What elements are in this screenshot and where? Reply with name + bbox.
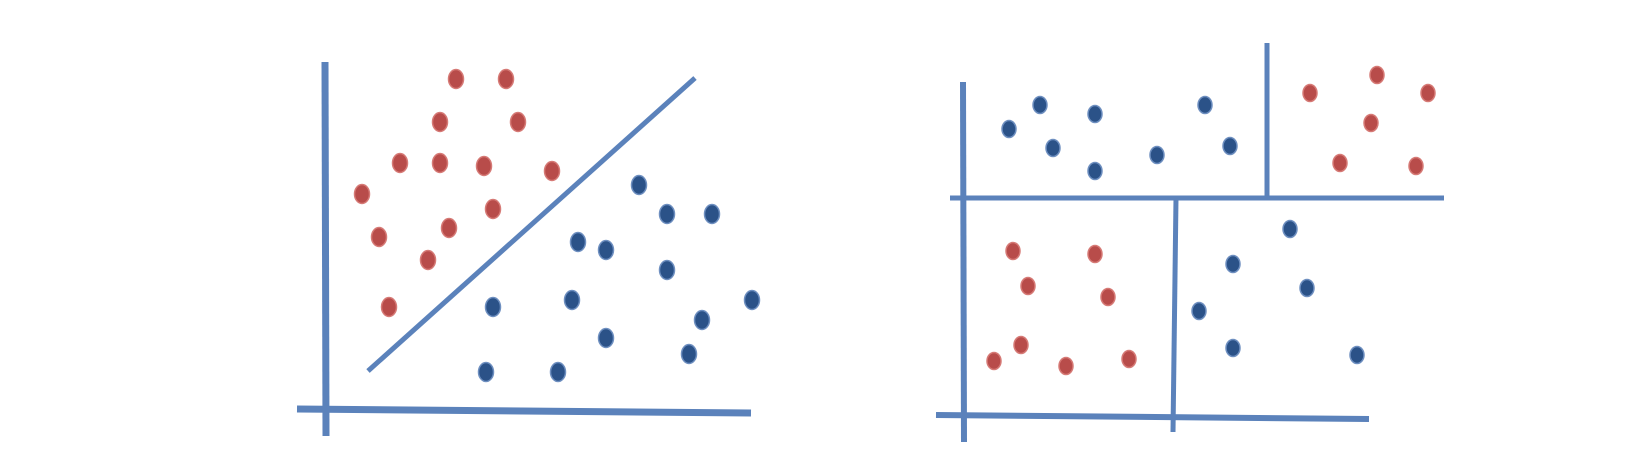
red-point <box>391 152 409 174</box>
blue-point <box>743 289 761 311</box>
blue-point <box>1349 345 1365 365</box>
x-axis <box>296 405 752 417</box>
blue-point <box>680 343 698 365</box>
blue-point <box>630 174 648 196</box>
red-point <box>431 111 449 133</box>
blue-point <box>1222 136 1238 156</box>
linear-separator-diagram <box>296 61 761 437</box>
red-point <box>380 296 398 318</box>
y-axis <box>321 61 330 437</box>
lower-vertical-split <box>1170 197 1179 433</box>
blue-point <box>549 361 567 383</box>
red-point <box>440 217 458 239</box>
red-point <box>1100 287 1116 307</box>
blue-point <box>569 231 587 253</box>
blue-point <box>1045 138 1061 158</box>
red-point <box>1302 83 1318 103</box>
red-point <box>543 160 561 182</box>
red-point <box>447 68 465 90</box>
partition-diagram <box>935 43 1444 443</box>
blue-point <box>693 309 711 331</box>
decision-boundary <box>366 76 697 373</box>
blue-point <box>477 361 495 383</box>
red-point <box>1408 156 1424 176</box>
blue-point <box>1032 95 1048 115</box>
red-point <box>1058 356 1074 376</box>
blue-point <box>658 203 676 225</box>
red-point <box>1420 83 1436 103</box>
red-point <box>1013 335 1029 355</box>
blue-point <box>597 239 615 261</box>
blue-point <box>1087 104 1103 124</box>
red-point <box>1332 153 1348 173</box>
red-point <box>1363 113 1379 133</box>
blue-point <box>1087 161 1103 181</box>
red-point <box>497 68 515 90</box>
red-point <box>419 249 437 271</box>
red-point <box>370 226 388 248</box>
blue-point <box>1225 338 1241 358</box>
y-axis <box>960 81 967 443</box>
x-axis <box>935 412 1370 422</box>
blue-point <box>1282 219 1298 239</box>
red-point <box>986 351 1002 371</box>
red-point <box>1121 349 1137 369</box>
blue-point <box>1197 95 1213 115</box>
red-point <box>353 183 371 205</box>
red-point <box>1087 244 1103 264</box>
blue-point <box>1191 301 1207 321</box>
blue-point <box>563 289 581 311</box>
red-point <box>509 111 527 133</box>
blue-point <box>597 327 615 349</box>
red-point <box>475 155 493 177</box>
blue-point <box>1225 254 1241 274</box>
red-point <box>1020 276 1036 296</box>
blue-point <box>703 203 721 225</box>
blue-point <box>1001 119 1017 139</box>
blue-point <box>1299 278 1315 298</box>
blue-point <box>1149 145 1165 165</box>
red-point <box>1005 241 1021 261</box>
blue-point <box>484 296 502 318</box>
blue-point <box>658 259 676 281</box>
red-point <box>484 198 502 220</box>
red-point <box>431 152 449 174</box>
red-point <box>1369 65 1385 85</box>
